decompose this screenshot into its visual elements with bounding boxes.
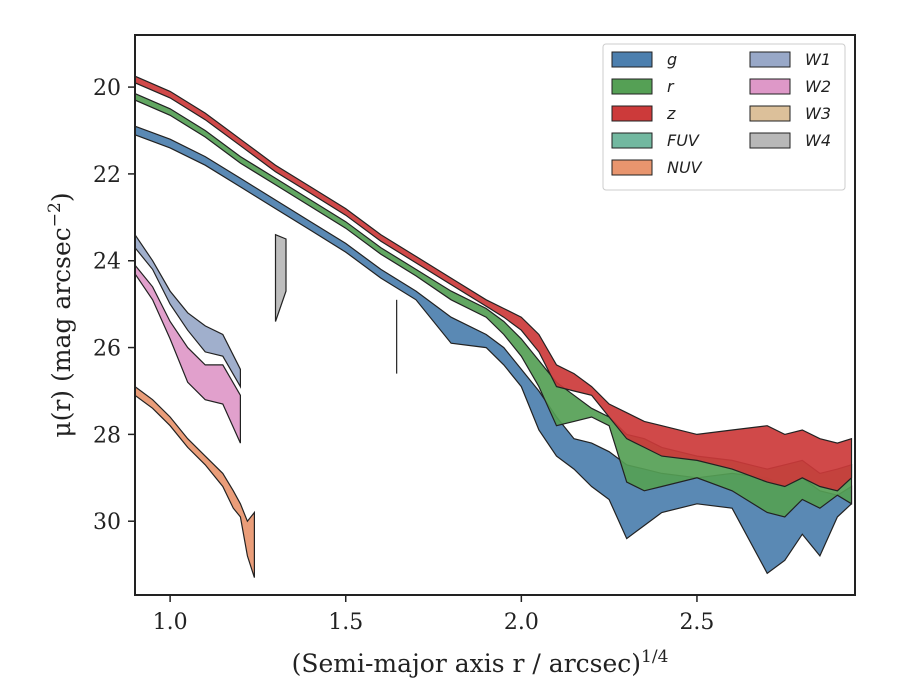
y-tick-label: 28 bbox=[93, 423, 121, 448]
legend-swatch-g bbox=[611, 51, 653, 68]
x-tick-label: 1.5 bbox=[328, 610, 363, 635]
legend-swatch-w2 bbox=[749, 78, 791, 95]
y-tick-label: 22 bbox=[93, 163, 121, 188]
y-axis-label: μ(r) (mag arcsec−2) bbox=[45, 192, 76, 437]
x-tick-label: 2.5 bbox=[679, 610, 714, 635]
y-tick-label: 26 bbox=[93, 337, 121, 362]
legend-swatch-r bbox=[611, 78, 653, 95]
x-tick-label: 1.0 bbox=[153, 610, 188, 635]
legend-label-nuv: NUV bbox=[667, 158, 703, 177]
band-w1 bbox=[134, 232, 241, 389]
y-axis-label-close: ) bbox=[47, 192, 76, 202]
y-tick-label: 30 bbox=[93, 510, 121, 535]
band-g bbox=[134, 125, 853, 575]
band-w4 bbox=[274, 233, 287, 322]
band-z bbox=[134, 75, 853, 492]
x-axis-ticks: 1.0 1.5 2.0 2.5 bbox=[153, 595, 714, 635]
legend-label-z: z bbox=[666, 104, 676, 123]
band-w2 bbox=[134, 263, 241, 444]
legend: grz FUV NUV W1 W2 W3 W4 bbox=[602, 43, 846, 191]
plot-frame bbox=[134, 34, 856, 596]
legend-swatch-w4 bbox=[749, 132, 791, 149]
legend-label-w3: W3 bbox=[805, 104, 831, 123]
legend-swatch-nuv bbox=[611, 159, 653, 176]
y-tick-label: 24 bbox=[93, 250, 121, 275]
legend-label-fuv: FUV bbox=[667, 131, 700, 150]
x-tick-label: 2.0 bbox=[504, 610, 539, 635]
legend-label-w2: W2 bbox=[805, 77, 831, 96]
legend-swatch-w1 bbox=[749, 51, 791, 68]
legend-label-w1: W1 bbox=[805, 50, 831, 69]
y-axis-label-superscript: −2 bbox=[45, 202, 65, 227]
legend-swatch-fuv bbox=[611, 132, 653, 149]
x-axis-label: (Semi-major axis r / arcsec)1/4 bbox=[292, 647, 669, 678]
y-axis-ticks: 20 22 24 26 28 30 bbox=[93, 76, 135, 535]
band-nuv bbox=[134, 385, 255, 578]
y-tick-label: 20 bbox=[93, 76, 121, 101]
x-axis-label-superscript: 1/4 bbox=[641, 647, 668, 667]
legend-label-r: r bbox=[667, 77, 675, 96]
legend-label-w4: W4 bbox=[805, 131, 831, 150]
profile-bands bbox=[134, 75, 853, 578]
legend-swatch-z bbox=[611, 105, 653, 122]
legend-swatch-w3 bbox=[749, 105, 791, 122]
legend-label-g: g bbox=[667, 50, 677, 69]
